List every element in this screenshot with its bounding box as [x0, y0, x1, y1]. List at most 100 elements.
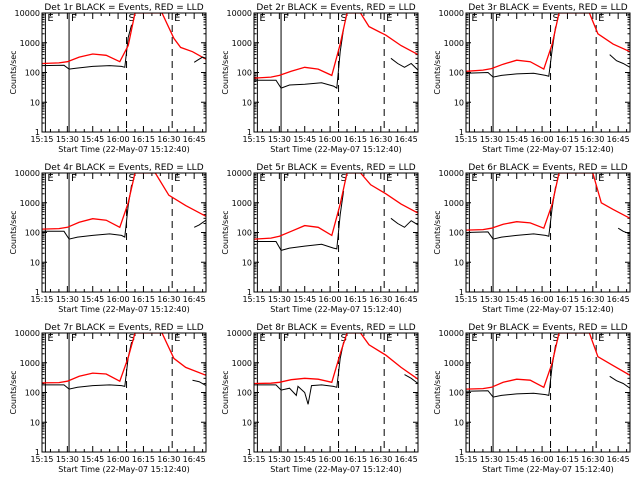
plot-frame	[253, 332, 419, 453]
x-tick-label: 16:30	[369, 135, 392, 144]
series-line	[466, 333, 630, 390]
x-tick-label: 16:00	[107, 135, 130, 144]
plot-frame	[465, 12, 631, 133]
event-marker-label: E	[598, 173, 604, 184]
event-marker-label: E	[259, 173, 265, 184]
series-group	[466, 333, 630, 398]
x-axis-label: Start Time (22-May-07 15:12:40)	[270, 145, 401, 154]
plot-frame	[465, 332, 631, 453]
x-tick-label: 15:30	[268, 135, 291, 144]
y-tick-label: 1000	[20, 199, 40, 208]
y-tick-label: 100	[237, 229, 252, 238]
series-line	[466, 344, 557, 398]
x-tick-label: 15:15	[30, 455, 53, 464]
y-tick-label: 100	[237, 389, 252, 398]
y-tick-label: 10000	[439, 169, 464, 178]
event-marker-label: S	[129, 173, 135, 184]
x-tick-label: 16:30	[369, 455, 392, 464]
y-tick-label: 100	[25, 229, 40, 238]
series-line	[390, 57, 418, 71]
event-marker-label: E	[259, 13, 265, 24]
x-tick-label: 16:00	[319, 295, 342, 304]
x-tick-label: 16:15	[132, 295, 155, 304]
series-group	[42, 13, 206, 70]
y-tick-label: 10000	[15, 329, 40, 338]
x-tick-label: 15:45	[81, 135, 104, 144]
y-tick-label: 1000	[444, 39, 464, 48]
x-tick-label: 15:30	[480, 135, 503, 144]
y-axis-label: Counts/sec	[9, 210, 18, 254]
x-tick-label: 16:15	[556, 135, 579, 144]
series-line	[254, 341, 345, 405]
x-tick-label: 16:00	[531, 135, 554, 144]
x-tick-label: 16:00	[319, 455, 342, 464]
y-tick-label: 1	[35, 128, 40, 137]
detector-panel: Det 2r BLACK = Events, RED = LLD 1 10 100 10…	[221, 3, 419, 154]
y-axis-label: Counts/sec	[433, 50, 442, 94]
x-tick-label: 15:45	[293, 295, 316, 304]
detector-panel: Det 3r BLACK = Events, RED = LLD 1 10 100 10…	[433, 3, 631, 154]
y-tick-label: 100	[449, 69, 464, 78]
x-tick-label: 16:30	[581, 455, 604, 464]
series-line	[42, 184, 133, 240]
x-axis-label: Start Time (22-May-07 15:12:40)	[482, 305, 613, 314]
y-tick-label: 1000	[232, 39, 252, 48]
panel-title: Det 1r BLACK = Events, RED = LLD	[44, 3, 203, 13]
y-tick-label: 100	[237, 69, 252, 78]
event-marker-label: F	[495, 173, 501, 184]
y-tick-label: 10	[242, 98, 252, 107]
event-marker-label: S	[129, 13, 135, 24]
x-tick-label: 16:15	[556, 455, 579, 464]
x-axis-label: Start Time (22-May-07 15:12:40)	[482, 465, 613, 474]
panel-title: Det 4r BLACK = Events, RED = LLD	[44, 163, 203, 173]
x-axis-label: Start Time (22-May-07 15:12:40)	[58, 465, 189, 474]
series-group	[42, 173, 206, 240]
x-tick-label: 15:15	[242, 455, 265, 464]
x-tick-label: 15:15	[242, 295, 265, 304]
event-marker-label: E	[174, 173, 180, 184]
y-tick-label: 1000	[232, 359, 252, 368]
y-tick-label: 10000	[439, 9, 464, 18]
x-tick-label: 16:15	[132, 135, 155, 144]
series-line	[254, 28, 345, 89]
x-tick-label: 16:45	[395, 455, 418, 464]
y-tick-label: 1000	[444, 359, 464, 368]
y-tick-label: 10	[242, 258, 252, 267]
series-group	[254, 333, 418, 405]
event-marker-label: E	[471, 173, 477, 184]
plot-frame	[253, 172, 419, 293]
event-marker-label: E	[598, 13, 604, 24]
event-marker-label: F	[495, 13, 501, 24]
x-axis-label: Start Time (22-May-07 15:12:40)	[58, 305, 189, 314]
detector-panel: Det 9r BLACK = Events, RED = LLD 1 10 100 10…	[433, 323, 631, 474]
event-marker-label: S	[341, 173, 347, 184]
series-group	[466, 13, 630, 78]
series-line	[466, 186, 557, 240]
x-axis-label: Start Time (22-May-07 15:12:40)	[58, 145, 189, 154]
event-marker-label: E	[47, 333, 53, 344]
x-axis-label: Start Time (22-May-07 15:12:40)	[270, 305, 401, 314]
y-axis-label: Counts/sec	[433, 370, 442, 414]
panel-title: Det 8r BLACK = Events, RED = LLD	[256, 323, 415, 333]
series-line	[609, 54, 630, 68]
event-marker-label: E	[598, 333, 604, 344]
series-line	[193, 219, 206, 228]
y-tick-label: 1	[247, 448, 252, 457]
event-marker-label: F	[283, 173, 289, 184]
detector-panel: Det 4r BLACK = Events, RED = LLD 1 10 100 10…	[9, 163, 207, 314]
event-marker-label: E	[386, 173, 392, 184]
detector-panel: Det 1r BLACK = Events, RED = LLD 1 10 100 10…	[9, 3, 207, 154]
x-tick-label: 15:45	[293, 455, 316, 464]
y-axis-label: Counts/sec	[221, 50, 230, 94]
series-line	[617, 227, 630, 235]
event-marker-label: S	[553, 333, 559, 344]
plot-frame	[41, 172, 207, 293]
x-tick-label: 15:45	[81, 455, 104, 464]
y-tick-label: 10000	[227, 9, 252, 18]
series-group	[42, 333, 206, 390]
y-tick-label: 10	[30, 258, 40, 267]
event-marker-label: E	[386, 13, 392, 24]
x-tick-label: 15:15	[454, 455, 477, 464]
x-tick-label: 15:15	[454, 135, 477, 144]
series-line	[609, 375, 630, 389]
